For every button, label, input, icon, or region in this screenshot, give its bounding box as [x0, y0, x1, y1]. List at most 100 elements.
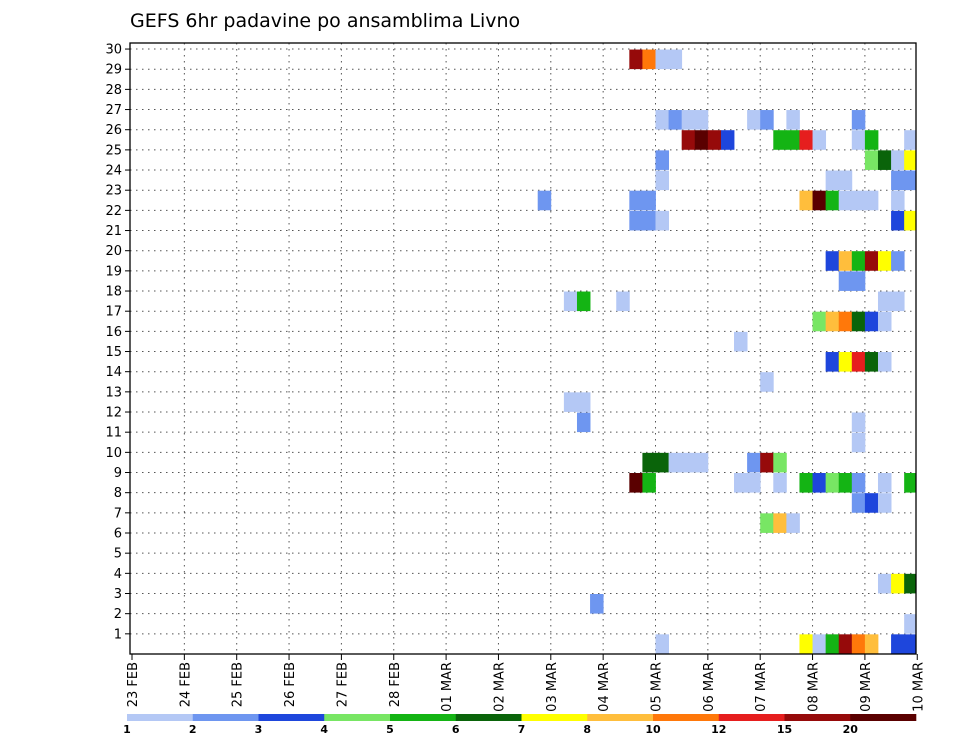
precip-cell — [851, 311, 866, 332]
precip-cell — [576, 392, 591, 412]
precip-cell — [838, 473, 853, 493]
precip-cell — [694, 130, 709, 150]
precip-cell — [851, 352, 866, 372]
precip-cell — [799, 634, 813, 654]
precip-cell — [838, 190, 853, 211]
legend-label: 2 — [189, 723, 197, 736]
legend-swatch — [718, 714, 785, 721]
legend-swatch — [784, 714, 851, 721]
precip-cell — [760, 372, 774, 392]
precip-cell — [851, 271, 866, 291]
legend-label: 5 — [386, 723, 394, 736]
precip-cell — [825, 170, 840, 191]
legend-label: 7 — [518, 723, 526, 736]
precip-cell — [760, 513, 774, 533]
precip-cell — [576, 291, 591, 312]
y-tick-label: 28 — [105, 83, 122, 98]
precip-cell — [864, 150, 879, 170]
precip-cell — [655, 110, 669, 130]
precip-cell — [616, 291, 630, 312]
precip-cell — [851, 412, 866, 433]
y-tick-label: 5 — [114, 547, 122, 562]
precip-cell — [825, 473, 840, 493]
precip-cell — [655, 170, 669, 191]
precip-cell — [812, 634, 827, 654]
precip-cell — [904, 170, 917, 191]
y-tick-label: 22 — [105, 204, 122, 219]
precip-cell — [773, 513, 787, 533]
precip-cell — [629, 473, 643, 493]
y-tick-label: 12 — [105, 406, 122, 421]
precip-cell — [838, 352, 853, 372]
precip-cell — [877, 311, 892, 332]
precip-cell — [851, 473, 866, 493]
legend-label: 4 — [320, 723, 328, 736]
precip-cell — [825, 311, 840, 332]
precip-cell — [773, 473, 787, 493]
precip-cell — [838, 311, 853, 332]
legend-label: 3 — [255, 723, 263, 736]
y-tick-label: 24 — [105, 164, 122, 179]
x-tick-label: 27 FEB — [335, 662, 350, 707]
precip-cell — [877, 251, 892, 271]
precip-cell — [642, 210, 656, 231]
y-axis-ticks: 1234567891011121314151617181920212223242… — [105, 43, 130, 642]
legend-label: 8 — [583, 723, 591, 736]
legend-swatch — [850, 714, 917, 721]
y-tick-label: 27 — [105, 103, 122, 118]
precip-cell — [864, 311, 879, 332]
legend-label: 20 — [843, 723, 859, 736]
precip-cell — [629, 49, 643, 70]
y-tick-label: 9 — [114, 466, 122, 481]
x-tick-label: 08 MAR — [807, 662, 822, 712]
precip-cell — [825, 251, 840, 271]
precip-cell — [734, 473, 748, 493]
precip-cell — [707, 130, 722, 150]
y-tick-label: 17 — [105, 305, 122, 320]
precip-cell — [877, 150, 892, 170]
precip-cell — [904, 130, 917, 150]
x-tick-label: 06 MAR — [702, 662, 717, 712]
x-tick-label: 10 MAR — [911, 662, 926, 712]
x-tick-label: 25 FEB — [231, 662, 246, 707]
precip-cell — [851, 190, 866, 211]
precip-cell — [629, 190, 643, 211]
precip-cell — [655, 452, 669, 473]
precip-cell — [747, 452, 761, 473]
y-tick-label: 18 — [105, 285, 122, 300]
precip-cell — [747, 473, 761, 493]
precip-cell — [760, 452, 774, 473]
precip-cell — [773, 452, 787, 473]
y-tick-label: 29 — [105, 63, 122, 78]
y-tick-label: 7 — [114, 506, 122, 521]
precip-cell — [851, 110, 866, 130]
precip-cell — [891, 150, 905, 170]
precip-cell — [734, 331, 748, 352]
precip-cell — [799, 473, 813, 493]
precip-cell — [904, 473, 917, 493]
precip-cell — [668, 49, 683, 70]
y-tick-label: 30 — [105, 43, 122, 58]
legend-label: 6 — [452, 723, 460, 736]
precip-cell — [864, 352, 879, 372]
precip-cell — [694, 452, 709, 473]
precip-cell — [812, 473, 827, 493]
legend-label: 10 — [645, 723, 661, 736]
y-tick-label: 25 — [105, 143, 122, 158]
precip-cell — [904, 150, 917, 170]
x-tick-label: 03 MAR — [545, 662, 560, 712]
precip-cell — [799, 190, 813, 211]
precip-cell — [642, 452, 656, 473]
y-tick-label: 6 — [114, 527, 122, 542]
x-tick-label: 09 MAR — [859, 662, 874, 712]
precip-cell — [629, 210, 643, 231]
x-tick-label: 28 FEB — [388, 662, 403, 707]
precip-cell — [864, 190, 879, 211]
legend-swatch — [521, 714, 588, 721]
precip-cell — [838, 634, 853, 654]
precipitation-cells — [537, 49, 917, 654]
precip-cell — [825, 352, 840, 372]
x-tick-label: 26 FEB — [283, 662, 298, 707]
precip-cell — [851, 634, 866, 654]
